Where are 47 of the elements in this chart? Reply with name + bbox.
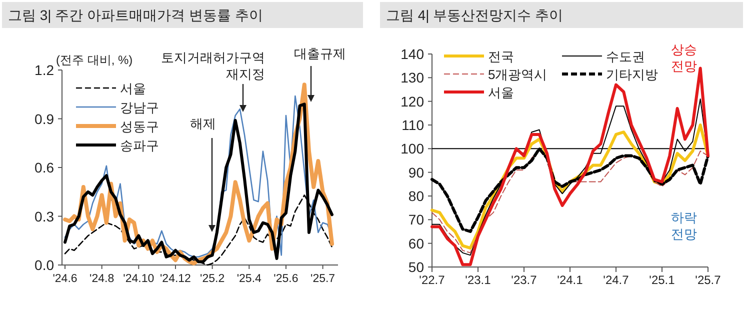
annotation: 하락 전망 [671, 210, 697, 242]
y-tick-label: 1.2 [34, 62, 54, 78]
legend-label: 서울 [488, 85, 514, 100]
x-tick-label: '23.7 [511, 273, 538, 287]
legend-label: 수도권 [606, 49, 645, 64]
y-tick-label: 120 [400, 93, 424, 110]
legend-label: 서울 [120, 81, 146, 96]
legend-label: 5개광역시 [488, 67, 548, 82]
y-tick-label: 50 [408, 259, 424, 275]
x-tick-label: '24.1 [557, 273, 584, 287]
y-tick-label: 0.0 [34, 257, 54, 273]
legend-label: 전국 [488, 49, 514, 64]
y-tick-label: 60 [408, 235, 424, 252]
y-tick-label: 130 [400, 70, 424, 86]
legend-label: 송파구 [120, 138, 159, 153]
y-axis-title: (전주 대비, %) [56, 53, 133, 67]
x-tick-label: '25.7 [310, 273, 336, 285]
legend-label: 강남구 [120, 100, 159, 115]
legend-label: 기타지방 [606, 67, 658, 82]
y-tick-label: 70 [408, 212, 424, 228]
x-tick-label: '25.1 [649, 273, 676, 287]
x-tick-label: '24.12 [160, 273, 191, 285]
chart-title: 그림 4| 부동산전망지수 추이 [386, 7, 564, 23]
text: 대출규제 [294, 46, 346, 61]
chart-title: 그림 3| 주간 아파트매매가격 변동률 추이 [8, 7, 263, 23]
x-tick-label: '23.1 [465, 273, 492, 287]
x-tick-label: '25.2 [200, 273, 225, 285]
annotation: 상승 전망 [671, 42, 697, 74]
y-tick-label: 0.9 [34, 110, 54, 127]
y-tick-label: 140 [400, 46, 424, 62]
y-tick-label: 80 [408, 188, 424, 204]
x-tick-label: '24.6 [52, 273, 78, 285]
x-tick-label: '24.10 [123, 273, 154, 285]
annotation: 해제 [190, 116, 216, 131]
y-tick-label: 90 [408, 164, 424, 180]
legend-label: 성동구 [120, 119, 159, 134]
x-tick-label: '25.4 [236, 273, 262, 285]
x-tick-label: '22.7 [419, 273, 446, 287]
x-tick-label: '25.7 [695, 273, 722, 287]
y-tick-label: 0.3 [34, 208, 54, 224]
x-tick-label: '24.7 [603, 273, 630, 287]
annotation: 토지거래허가구역 재지정 [161, 50, 265, 82]
y-tick-label: 0.6 [34, 160, 54, 176]
y-tick-label: 110 [402, 117, 424, 133]
x-tick-label: '25.6 [274, 273, 298, 285]
x-tick-label: '24.8 [90, 273, 114, 285]
y-tick-label: 100 [400, 140, 424, 157]
